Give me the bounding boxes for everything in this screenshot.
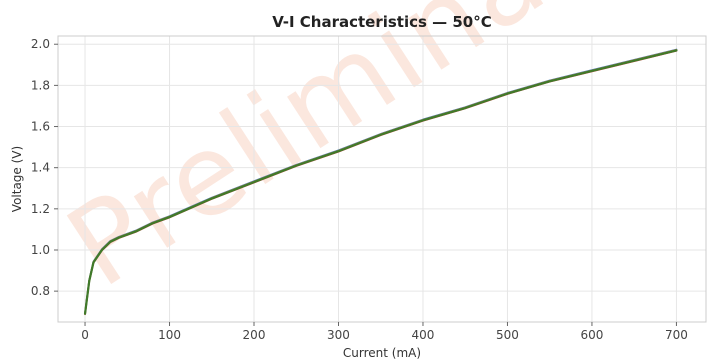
y-tick-label: 1.6: [31, 120, 50, 134]
x-tick-label: 500: [496, 328, 519, 342]
plot-frame: [57, 35, 707, 323]
y-tick-label: 1.4: [31, 161, 50, 175]
x-tick-label: 400: [412, 328, 435, 342]
y-tick-label: 0.8: [31, 284, 50, 298]
watermark-text: Preliminary: [46, 0, 666, 313]
series-layer: [83, 48, 678, 316]
x-axis-label: Current (mA): [343, 346, 421, 360]
chart-title: V-I Characteristics — 50°C: [272, 13, 492, 31]
y-tick-label: 1.2: [31, 202, 50, 216]
series-line-4: [83, 49, 678, 315]
grid-layer: [58, 36, 706, 322]
y-axis-label: Voltage (V): [10, 146, 24, 212]
y-tick-label: 2.0: [31, 37, 50, 51]
x-tick-label: 0: [81, 328, 89, 342]
x-tick-label: 200: [243, 328, 266, 342]
y-tick-label: 1.8: [31, 78, 50, 92]
y-tick-label: 1.0: [31, 243, 50, 257]
x-tick-label: 300: [327, 328, 350, 342]
x-tick-label: 600: [580, 328, 603, 342]
x-tick-label: 700: [665, 328, 688, 342]
x-tick-label: 100: [158, 328, 181, 342]
tick-layer: 0 100 200 300 400 500 600 700 0.8 1.0 1.2 1.4 1.6 1.8…: [31, 37, 688, 342]
